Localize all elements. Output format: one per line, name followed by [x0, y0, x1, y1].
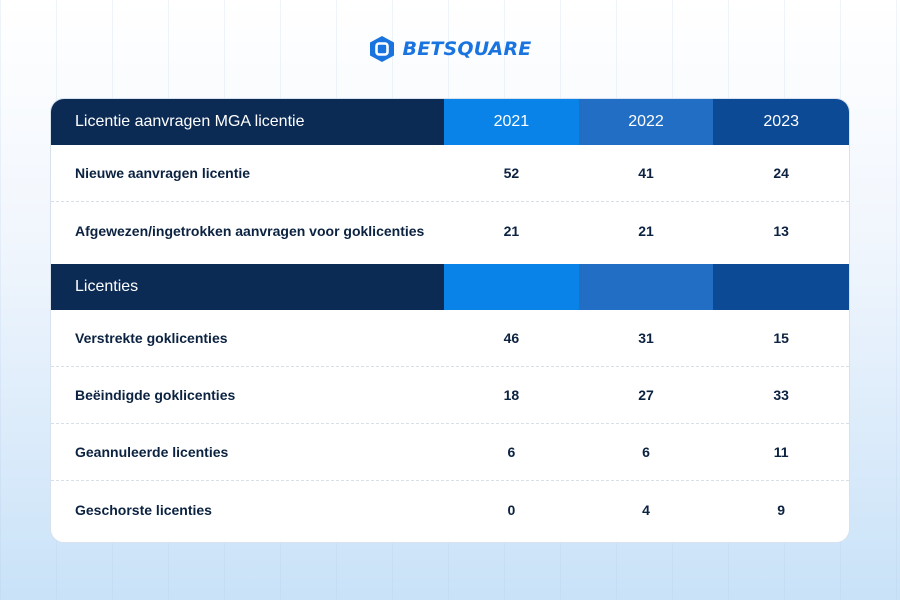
year-header-2022: 2022 [578, 99, 714, 145]
row-label: Afgewezen/ingetrokken aanvragen voor gok… [75, 222, 425, 239]
row-value: 33 [773, 387, 789, 403]
row-label: Nieuwe aanvragen licentie [75, 165, 251, 181]
row-value: 6 [642, 444, 650, 460]
section-header: Licenties [51, 264, 849, 310]
table-row: Geschorste licenties 0 4 9 [51, 481, 849, 538]
license-table: Licentie aanvragen MGA licentie 2021 202… [50, 98, 850, 543]
row-value: 18 [503, 387, 520, 403]
table-row: Afgewezen/ingetrokken aanvragen voor gok… [51, 202, 849, 259]
row-value: 9 [777, 501, 786, 518]
row-label: Geschorste licenties [75, 501, 212, 518]
row-value: 11 [773, 444, 789, 460]
section-title: Licenties [51, 264, 445, 310]
row-value: 6 [507, 444, 516, 460]
year-header-blank [713, 264, 849, 310]
table-row: Beëindigde goklicenties 18 27 33 [51, 367, 849, 424]
row-value: 46 [503, 330, 520, 346]
row-label: Beëindigde goklicenties [75, 387, 236, 403]
row-label: Geannuleerde licenties [75, 444, 229, 460]
row-value: 21 [638, 222, 654, 239]
square-logo-icon [369, 35, 395, 63]
row-value: 21 [503, 222, 520, 239]
section-title: Licentie aanvragen MGA licentie [51, 99, 445, 145]
section-header: Licentie aanvragen MGA licentie 2021 202… [51, 99, 849, 145]
brand-logo: BETSQUARE [0, 35, 900, 63]
row-value: 24 [773, 165, 789, 181]
row-value: 52 [503, 165, 520, 181]
row-value: 13 [773, 222, 789, 239]
brand-name: BETSQUARE [402, 38, 532, 60]
year-header-2023: 2023 [713, 99, 849, 145]
row-label: Verstrekte goklicenties [75, 330, 228, 346]
row-value: 31 [638, 330, 654, 346]
table-row: Nieuwe aanvragen licentie 52 41 24 [51, 145, 849, 202]
year-header-blank [444, 264, 579, 310]
row-value: 41 [638, 165, 654, 181]
row-value: 0 [507, 501, 516, 518]
row-value: 27 [638, 387, 654, 403]
row-value: 4 [642, 501, 650, 518]
table-row: Verstrekte goklicenties 46 31 15 [51, 310, 849, 367]
year-header-blank [578, 264, 714, 310]
table-row: Geannuleerde licenties 6 6 11 [51, 424, 849, 481]
row-value: 15 [773, 330, 789, 346]
year-header-2021: 2021 [444, 99, 579, 145]
